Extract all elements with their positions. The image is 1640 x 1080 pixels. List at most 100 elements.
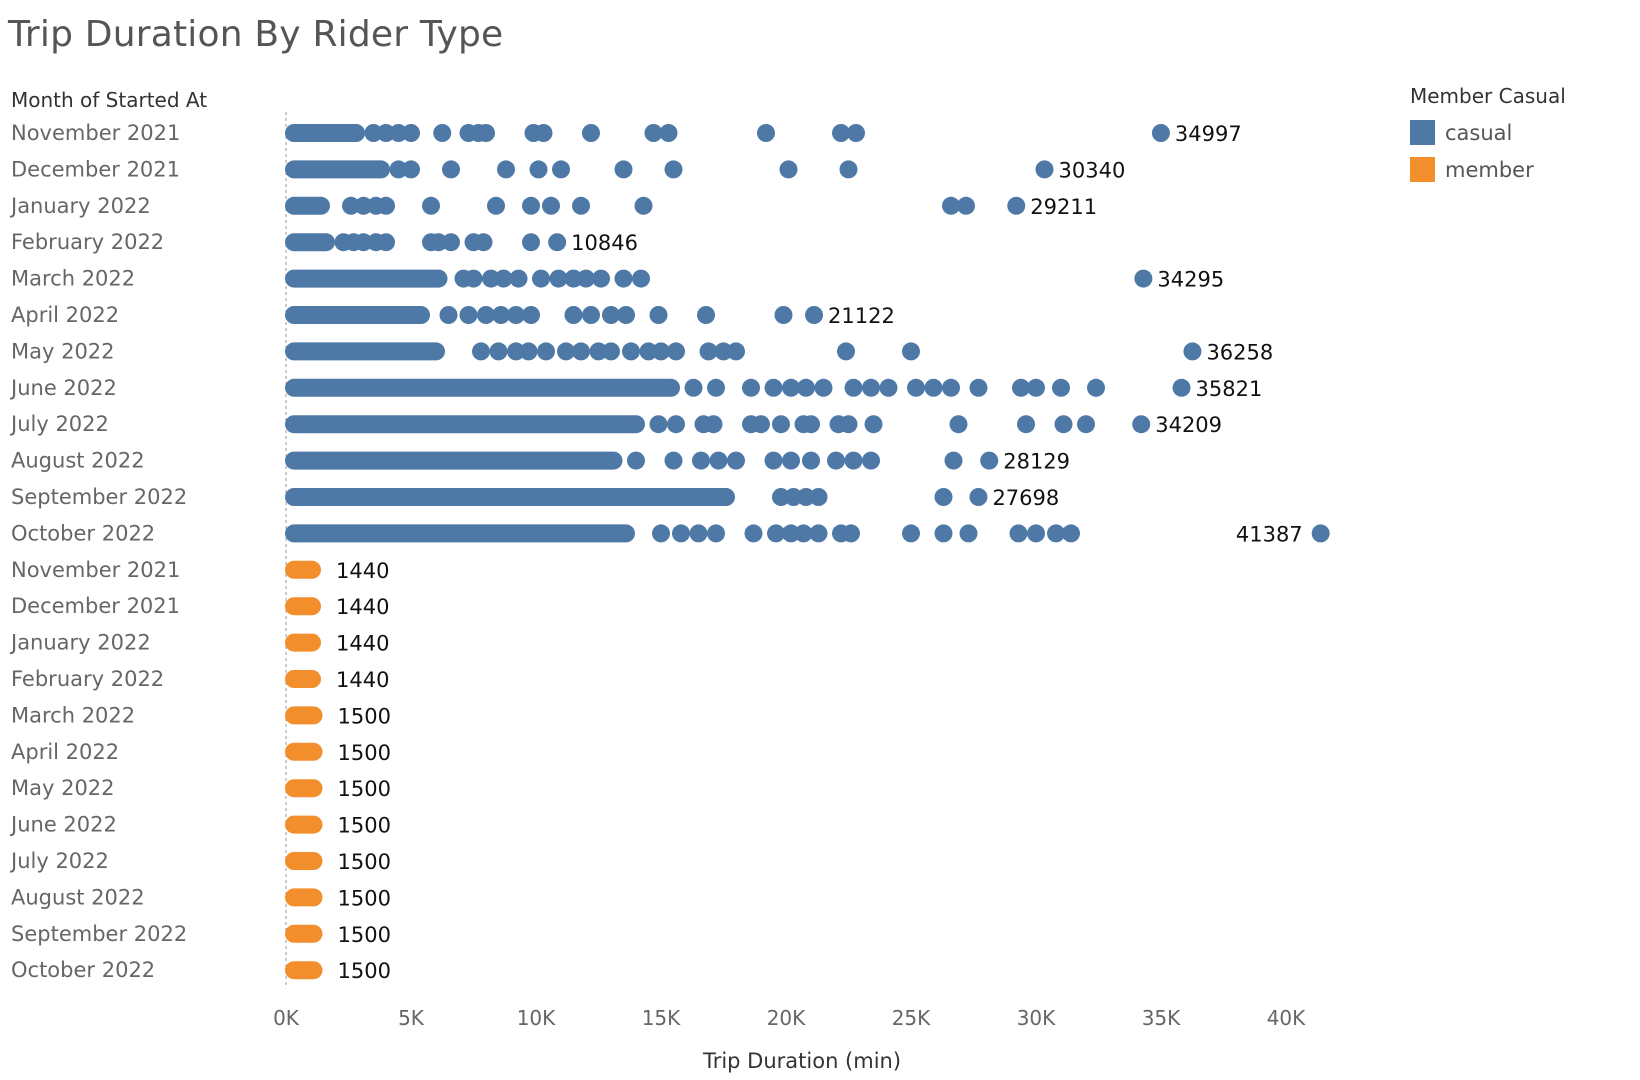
max-value-label: 41387: [1236, 522, 1303, 546]
x-tick-label: 40K: [1267, 1006, 1306, 1030]
data-point-casual: [389, 124, 408, 142]
row-label: April 2022: [11, 740, 119, 764]
row-label: March 2022: [11, 703, 135, 727]
row-label: October 2022: [11, 521, 155, 545]
data-point-casual: [805, 306, 824, 324]
data-point-casual: [459, 306, 478, 324]
dense-points-member: [285, 706, 323, 725]
max-value-label: 1500: [338, 814, 391, 838]
data-point-casual: [614, 160, 633, 179]
data-point-casual: [809, 488, 828, 506]
legend-label-casual: casual: [1445, 120, 1513, 145]
row-label: September 2022: [11, 485, 187, 509]
legend-swatch-member: [1410, 157, 1435, 182]
data-point-casual: [692, 451, 710, 470]
data-point-casual: [902, 524, 920, 543]
data-point-casual: [477, 306, 495, 324]
dense-points-casual: [285, 342, 445, 361]
data-point-casual: [942, 196, 960, 215]
data-point-casual: [582, 306, 600, 324]
max-value-label: 34209: [1155, 413, 1222, 437]
dense-points-member: [285, 670, 321, 688]
data-point-casual: [519, 342, 538, 361]
data-point-casual: [652, 342, 670, 361]
dense-points-member: [285, 815, 323, 834]
data-point-casual: [842, 524, 860, 543]
data-point-casual: [649, 415, 668, 434]
dense-points-member: [285, 597, 321, 616]
data-point-casual: [472, 342, 490, 361]
data-point-casual: [802, 451, 820, 470]
row-label: January 2022: [9, 631, 151, 655]
data-point-casual: [809, 524, 828, 543]
data-point-casual: [742, 378, 760, 397]
data-point-casual: [1183, 342, 1202, 361]
data-point-casual: [797, 488, 815, 506]
row-label: June 2022: [9, 813, 117, 837]
data-point-casual: [862, 378, 880, 397]
data-point-casual: [364, 124, 383, 142]
data-point-casual: [697, 306, 715, 324]
data-point-casual: [489, 342, 508, 361]
legend-item-casual[interactable]: casual: [1410, 114, 1566, 151]
data-point-casual: [494, 269, 513, 288]
data-point-casual: [779, 160, 798, 179]
row-label: December 2021: [11, 594, 180, 618]
data-point-casual: [709, 451, 728, 470]
data-point-casual: [429, 233, 448, 252]
data-point-casual: [862, 451, 880, 470]
data-point-casual: [377, 124, 395, 142]
x-tick-label: 5K: [398, 1006, 425, 1030]
legend-swatch-casual: [1410, 120, 1435, 145]
max-value-label: 36258: [1206, 340, 1273, 364]
data-point-casual: [1077, 415, 1095, 434]
data-point-casual: [537, 342, 555, 361]
data-point-casual: [772, 415, 790, 434]
data-point-casual: [439, 306, 458, 324]
data-point-casual: [782, 378, 800, 397]
data-point-casual: [664, 451, 683, 470]
data-point-casual: [902, 342, 920, 361]
data-point-casual: [704, 415, 723, 434]
data-point-casual: [832, 124, 850, 142]
data-point-casual: [644, 124, 663, 142]
row-label: January 2022: [9, 194, 151, 218]
data-point-casual: [784, 488, 803, 506]
max-value-label: 21122: [828, 304, 895, 328]
data-point-casual: [727, 451, 745, 470]
max-value-label: 10846: [571, 231, 638, 255]
data-point-casual: [1017, 415, 1035, 434]
data-point-casual: [627, 451, 645, 470]
data-point-casual: [377, 233, 395, 252]
data-point-casual: [707, 378, 725, 397]
data-point-casual: [509, 269, 528, 288]
data-point-casual: [699, 342, 718, 361]
dense-points-member: [285, 961, 323, 980]
data-point-casual: [652, 524, 670, 543]
data-point-casual: [1134, 269, 1153, 288]
data-point-casual: [402, 160, 420, 179]
row-label: August 2022: [11, 885, 145, 909]
data-point-casual: [774, 306, 793, 324]
data-point-casual: [442, 160, 460, 179]
data-point-casual: [934, 524, 953, 543]
legend-item-member[interactable]: member: [1410, 151, 1566, 188]
legend-label-member: member: [1445, 157, 1534, 182]
max-value-label: 1440: [336, 668, 389, 692]
max-value-label: 1500: [338, 850, 391, 874]
data-point-casual: [549, 269, 568, 288]
row-label: July 2022: [9, 849, 109, 873]
dense-points-member: [285, 888, 323, 907]
data-point-casual: [864, 415, 883, 434]
max-value-label: 1500: [338, 741, 391, 765]
data-point-casual: [957, 196, 975, 215]
data-point-casual: [907, 378, 925, 397]
data-point-casual: [782, 524, 800, 543]
data-point-casual: [552, 160, 570, 179]
data-point-casual: [532, 269, 550, 288]
data-point-casual: [522, 306, 540, 324]
data-point-casual: [482, 269, 500, 288]
data-point-casual: [564, 269, 583, 288]
x-tick-label: 20K: [767, 1006, 806, 1030]
max-value-label: 1500: [338, 777, 391, 801]
